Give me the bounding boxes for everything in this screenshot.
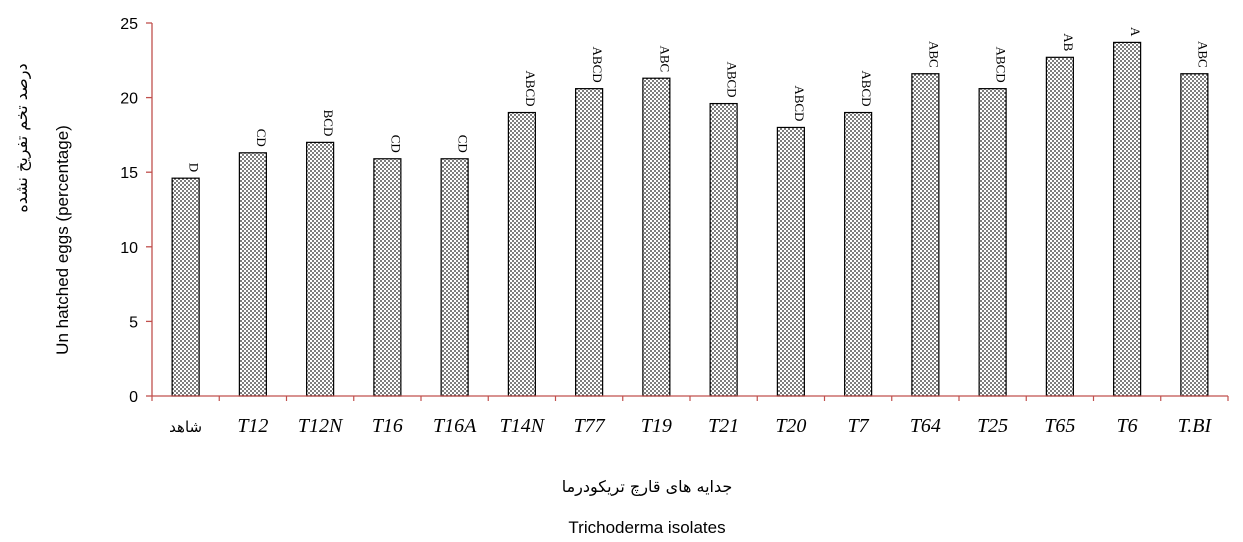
- bar-significance-label: ABCD: [792, 85, 807, 121]
- y-tick-label: 10: [120, 240, 138, 257]
- bar: [238, 152, 267, 397]
- bar-significance-label: D: [187, 163, 202, 172]
- bar-significance-label: ABCD: [523, 70, 538, 106]
- x-axis-title: Trichoderma isolates: [568, 518, 725, 537]
- bar: [978, 88, 1007, 397]
- bar: [844, 111, 873, 397]
- bar-significance-label: ABCD: [725, 61, 740, 97]
- y-axis-title-persian: درصد تخم تفریخ نشده: [12, 63, 32, 212]
- x-tick-label: T65: [1044, 415, 1075, 437]
- x-tick-label: T12: [237, 415, 268, 437]
- bar: [1180, 73, 1209, 397]
- x-tick-label: T19: [641, 415, 672, 437]
- y-tick-label: 25: [120, 16, 138, 33]
- bar-significance-label: ABCD: [590, 47, 605, 83]
- bar: [1045, 56, 1074, 397]
- bar: [171, 177, 200, 397]
- bar-significance-label: ABCD: [859, 70, 874, 106]
- x-tick-label: شاهد: [169, 418, 202, 436]
- x-tick-label: T77: [574, 415, 606, 437]
- y-tick-label: 0: [129, 389, 138, 406]
- bar-significance-label: CD: [456, 135, 471, 153]
- bar: [642, 77, 671, 397]
- x-tick-label: T16A: [433, 415, 477, 437]
- y-tick-label: 15: [120, 165, 138, 182]
- x-tick-label: T64: [910, 415, 941, 437]
- bar-significance-label: CD: [388, 135, 403, 153]
- bar-significance-label: ABC: [1195, 41, 1210, 68]
- bar-significance-label: ABC: [657, 45, 672, 72]
- y-tick-label: 5: [129, 314, 138, 331]
- bar-significance-label: ABC: [926, 41, 941, 68]
- bars: D CD BCD CD CD ABCD ABCD ABC ABCD ABCD ABCD ABC ABCD…: [171, 27, 1210, 397]
- x-tick-label: T21: [708, 415, 739, 437]
- bar-significance-label: AB: [1061, 33, 1076, 51]
- bar: [306, 141, 335, 397]
- bar: [575, 88, 604, 397]
- y-axis-title: Un hatched eggs (percentage): [53, 125, 72, 355]
- y-axis: 0 5 10 15 20 25: [120, 16, 153, 406]
- y-tick-label: 20: [120, 91, 138, 108]
- x-tick-label: T.BI: [1178, 415, 1213, 437]
- bar: [440, 158, 469, 397]
- x-tick-label: T7: [848, 415, 870, 437]
- bar-significance-label: BCD: [321, 110, 336, 137]
- x-tick-label: T20: [775, 415, 806, 437]
- bar-significance-label: CD: [254, 129, 269, 147]
- bar-significance-label: A: [1128, 27, 1143, 37]
- bar-significance-label: ABCD: [994, 47, 1009, 83]
- bar: [373, 158, 402, 397]
- x-tick-label: T6: [1117, 415, 1138, 437]
- x-axis-title-persian: جدایه های قارچ تریکودرما: [562, 477, 733, 497]
- x-tick-label: T14N: [500, 415, 546, 437]
- x-tick-label: T25: [977, 415, 1008, 437]
- bar: [911, 73, 940, 397]
- bar: [507, 111, 536, 397]
- bar: [709, 102, 738, 397]
- bar: [1113, 41, 1142, 397]
- x-axis: شاهد T12 T12N T16 T16A T14N T77 T19 T21 T20 T7 T64 T…: [151, 395, 1229, 437]
- x-tick-label: T16: [372, 415, 403, 437]
- bar: [776, 126, 805, 397]
- x-tick-label: T12N: [298, 415, 344, 437]
